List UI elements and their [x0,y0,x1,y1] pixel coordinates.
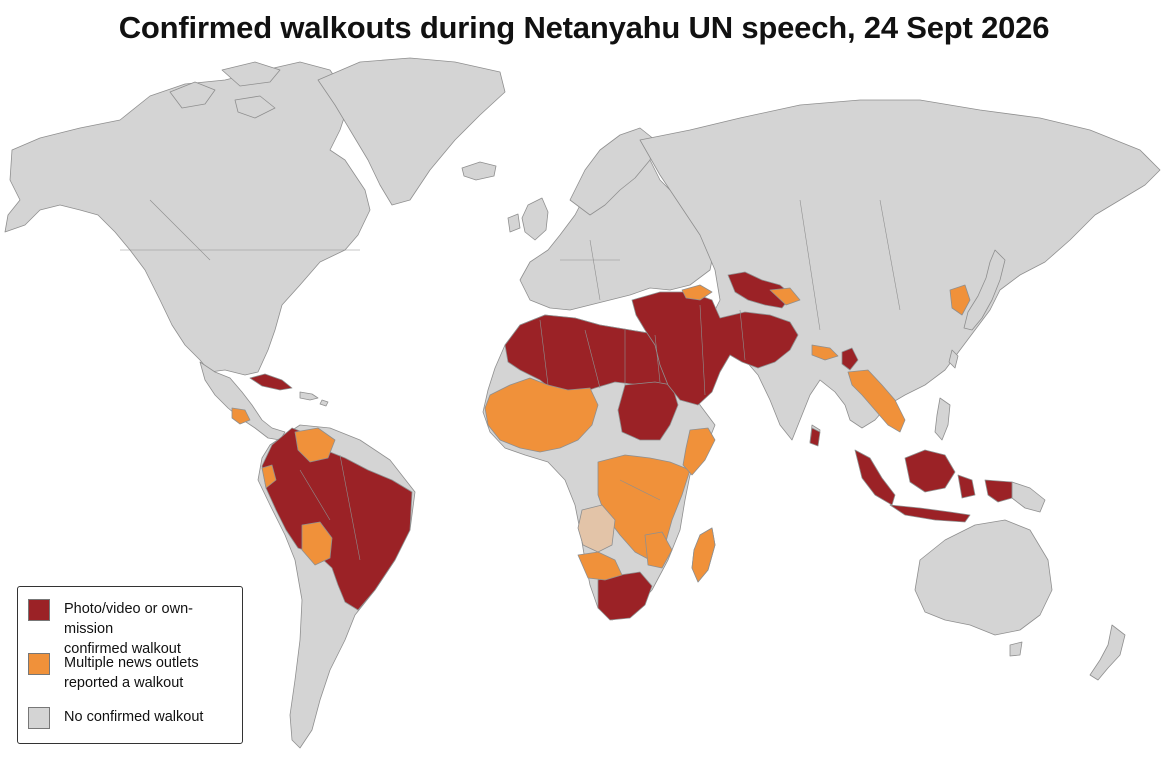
south-africa-confirmed [597,571,653,621]
middle-east-confirmed [631,291,799,406]
papua-new-guinea [1011,481,1046,513]
legend-item-none: No confirmed walkout [28,707,234,729]
legend-swatch-none [28,707,50,729]
japan [963,249,1006,331]
cuba-confirmed [249,373,293,391]
arctic-islands [169,61,281,119]
philippines [934,397,951,441]
land-reported-walkout [231,284,971,583]
south-america-confirmed [261,427,413,611]
legend-label-reported: Multiple news outlets reported a walkout [64,655,199,691]
legend-item-confirmed: Photo/video or own-mission confirmed wal… [28,599,234,659]
new-zealand [1089,624,1126,681]
madagascar-reported [691,527,716,583]
land-confirmed-walkout [249,271,1013,621]
asia-landmass [639,99,1161,441]
west-africa-reported [484,377,599,453]
sudan-confirmed [617,381,679,441]
nepal-reported [811,344,839,361]
caribbean-islands [299,391,329,407]
country-borders [120,199,901,561]
north-america-landmass [4,61,371,376]
ecuador-reported [261,464,277,489]
indonesia-confirmed [854,449,1013,523]
angola-other [577,504,616,553]
central-america-reported [231,407,251,425]
legend-swatch-confirmed [28,599,50,621]
legend-label-none: No confirmed walkout [64,709,204,725]
tasmania [1009,641,1023,657]
bolivia-reported [301,521,333,566]
north-korea-reported [949,284,971,316]
venezuela-reported [294,427,336,463]
australia [914,519,1053,636]
bangladesh-confirmed [841,347,859,371]
legend-swatch-reported [28,653,50,675]
british-isles [507,197,549,241]
southeast-asia-reported [847,369,906,433]
legend-item-reported: Multiple news outlets reported a walkout [28,653,234,693]
caucasus-reported [681,284,801,306]
legend-label-confirmed: Photo/video or own-mission confirmed wal… [64,601,193,657]
legend: Photo/video or own-mission confirmed wal… [17,586,243,744]
map-title: Confirmed walkouts during Netanyahu UN s… [118,10,1050,45]
iceland [461,161,497,181]
taiwan [948,349,959,369]
greenland [317,57,506,206]
horn-of-africa-reported [682,427,716,476]
sri-lanka-confirmed [809,427,821,447]
